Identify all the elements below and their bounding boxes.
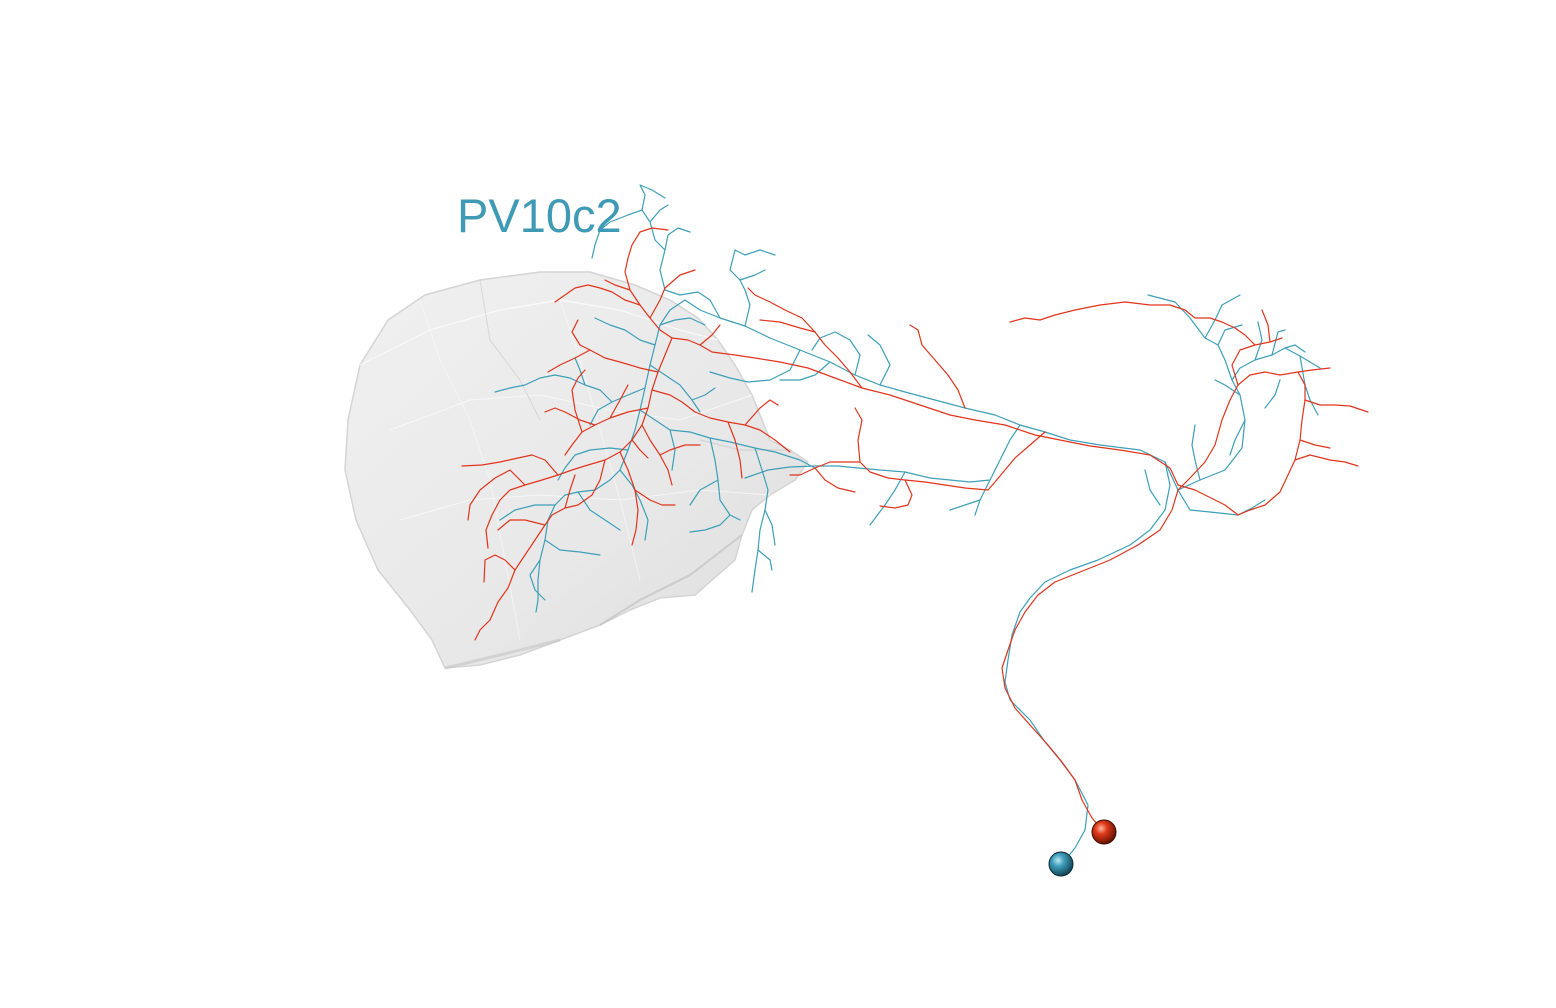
neuron-label: PV10c2 <box>457 189 622 242</box>
neuron-red-soma[interactable] <box>1091 819 1117 845</box>
neuropil-mesh <box>344 271 810 670</box>
neuron-cyan-soma[interactable] <box>1048 851 1074 877</box>
neuron-red-arbor <box>461 227 1369 833</box>
neuron-cyan-arbor <box>494 184 1321 865</box>
